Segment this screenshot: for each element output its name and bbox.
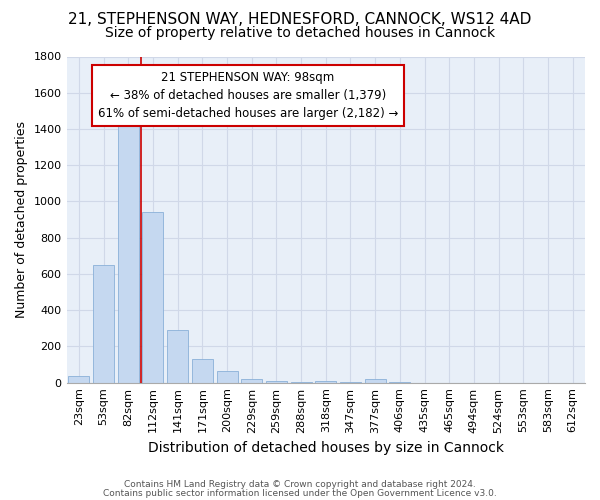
Bar <box>266 381 287 382</box>
Text: Contains public sector information licensed under the Open Government Licence v3: Contains public sector information licen… <box>103 489 497 498</box>
Bar <box>365 380 386 382</box>
Bar <box>241 378 262 382</box>
Bar <box>217 372 238 382</box>
Text: 21, STEPHENSON WAY, HEDNESFORD, CANNOCK, WS12 4AD: 21, STEPHENSON WAY, HEDNESFORD, CANNOCK,… <box>68 12 532 28</box>
Text: Size of property relative to detached houses in Cannock: Size of property relative to detached ho… <box>105 26 495 40</box>
X-axis label: Distribution of detached houses by size in Cannock: Distribution of detached houses by size … <box>148 441 504 455</box>
Text: Contains HM Land Registry data © Crown copyright and database right 2024.: Contains HM Land Registry data © Crown c… <box>124 480 476 489</box>
Text: 21 STEPHENSON WAY: 98sqm
← 38% of detached houses are smaller (1,379)
61% of sem: 21 STEPHENSON WAY: 98sqm ← 38% of detach… <box>98 71 398 120</box>
Bar <box>93 265 114 382</box>
Bar <box>192 359 213 382</box>
Bar <box>167 330 188 382</box>
Bar <box>315 381 336 382</box>
Y-axis label: Number of detached properties: Number of detached properties <box>15 121 28 318</box>
Bar <box>142 212 163 382</box>
Bar <box>118 114 139 382</box>
Bar <box>68 376 89 382</box>
